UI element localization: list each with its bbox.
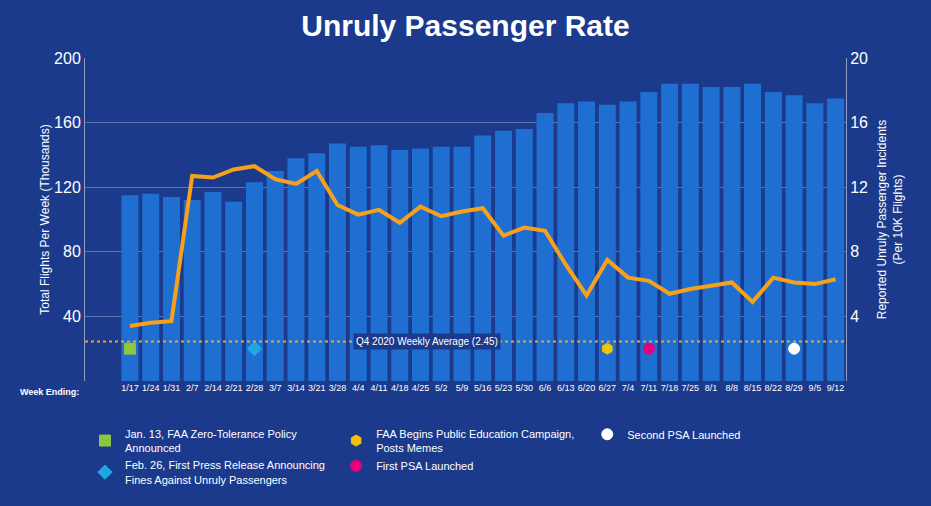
svg-text:6/6: 6/6: [539, 383, 552, 393]
svg-text:20: 20: [850, 50, 868, 67]
svg-text:8/15: 8/15: [744, 383, 762, 393]
svg-text:9/12: 9/12: [827, 383, 845, 393]
svg-text:1/31: 1/31: [163, 383, 181, 393]
svg-text:40: 40: [63, 308, 81, 325]
svg-text:4/4: 4/4: [352, 383, 365, 393]
svg-text:4/18: 4/18: [391, 383, 409, 393]
svg-text:8/8: 8/8: [726, 383, 739, 393]
svg-text:3/21: 3/21: [308, 383, 326, 393]
svg-text:5/23: 5/23: [495, 383, 513, 393]
svg-text:4/25: 4/25: [412, 383, 430, 393]
svg-text:80: 80: [63, 243, 81, 260]
svg-text:6/27: 6/27: [599, 383, 617, 393]
svg-text:Reported Unruly Passenger Inci: Reported Unruly Passenger Incidents(Per …: [875, 120, 905, 319]
svg-text:7/18: 7/18: [661, 383, 679, 393]
svg-text:16: 16: [850, 114, 868, 131]
svg-text:6/20: 6/20: [578, 383, 596, 393]
svg-text:2/21: 2/21: [225, 383, 243, 393]
svg-text:8/29: 8/29: [785, 383, 803, 393]
svg-text:4/11: 4/11: [371, 383, 388, 393]
svg-text:6/13: 6/13: [557, 383, 575, 393]
svg-text:5/30: 5/30: [516, 383, 534, 393]
svg-text:3/14: 3/14: [287, 383, 305, 393]
svg-text:200: 200: [54, 50, 81, 67]
svg-text:2/28: 2/28: [246, 383, 264, 393]
svg-text:Feb. 26, First Press Release A: Feb. 26, First Press Release AnnouncingF…: [125, 459, 325, 485]
svg-text:5/9: 5/9: [456, 383, 469, 393]
svg-text:8/1: 8/1: [705, 383, 718, 393]
svg-text:8: 8: [850, 243, 859, 260]
svg-text:9/5: 9/5: [809, 383, 822, 393]
svg-text:Week Ending:: Week Ending:: [20, 387, 79, 397]
svg-text:Q4 2020 Weekly Average (2.45): Q4 2020 Weekly Average (2.45): [356, 336, 498, 347]
svg-text:FAA Begins Public Education Ca: FAA Begins Public Education Campaign,Pos…: [376, 428, 574, 454]
svg-text:7/4: 7/4: [622, 383, 635, 393]
svg-text:3/7: 3/7: [269, 383, 282, 393]
svg-text:1/24: 1/24: [142, 383, 160, 393]
svg-text:Second PSA Launched: Second PSA Launched: [627, 429, 740, 441]
svg-text:3/28: 3/28: [329, 383, 347, 393]
svg-text:160: 160: [54, 114, 81, 131]
svg-text:2/7: 2/7: [186, 383, 199, 393]
svg-text:120: 120: [54, 179, 81, 196]
svg-text:Jan. 13, FAA Zero-Tolerance Po: Jan. 13, FAA Zero-Tolerance PolicyAnnoun…: [125, 428, 297, 454]
svg-text:5/16: 5/16: [474, 383, 492, 393]
svg-text:2/14: 2/14: [204, 383, 222, 393]
svg-text:Unruly Passenger Rate: Unruly Passenger Rate: [301, 9, 629, 42]
svg-text:First PSA Launched: First PSA Launched: [376, 460, 473, 472]
svg-text:8/22: 8/22: [765, 383, 783, 393]
svg-text:1/17: 1/17: [121, 383, 139, 393]
svg-text:7/11: 7/11: [640, 383, 657, 393]
svg-text:5/2: 5/2: [435, 383, 448, 393]
svg-text:12: 12: [850, 179, 868, 196]
svg-text:7/25: 7/25: [682, 383, 700, 393]
svg-text:4: 4: [850, 308, 859, 325]
svg-text:Total Flights Per Week (Thousa: Total Flights Per Week (Thousands): [38, 124, 52, 315]
